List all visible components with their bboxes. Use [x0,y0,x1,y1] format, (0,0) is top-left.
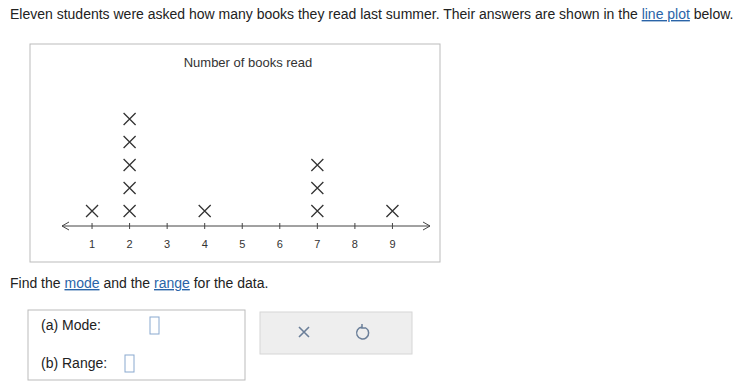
canvas: Eleven students were asked how many book… [0,0,754,391]
x-tick [204,223,205,229]
chart-title: Number of books read [184,55,313,70]
link-word[interactable]: mode [64,275,99,291]
axis-arrow [423,222,430,230]
intro-text: Eleven students were asked how many book… [10,6,733,22]
x-mark [124,159,136,171]
answer-input[interactable] [150,317,159,334]
marks [86,113,398,217]
x-mark [124,136,136,148]
text-part: and the [100,275,155,291]
x-tick [392,223,393,229]
x-tick-label: 8 [352,238,358,250]
x-tick [317,223,318,229]
x-tick-label: 4 [202,238,208,250]
x-tick-label: 3 [164,238,170,250]
x-mark [124,205,136,217]
x-tick-label: 9 [389,238,395,250]
x-tick-label: 5 [239,238,245,250]
x-mark [86,205,98,217]
clear-button[interactable] [299,327,309,337]
chart-frame [30,44,440,262]
answer-label: (a) Mode: [41,317,101,333]
x-tick [242,223,243,229]
text-part: for the data. [190,275,269,291]
task-text: Find the mode and the range for the data… [10,275,268,291]
undo-button[interactable] [357,324,369,339]
x-mark [311,182,323,194]
axis-arrow [62,222,69,230]
x-tick [129,223,130,229]
page: Eleven students were asked how many book… [0,0,754,391]
x-tick [279,223,280,229]
x-tick-label: 7 [314,238,320,250]
text-part: below. [690,6,734,22]
x-tick-label: 1 [89,238,95,250]
answer-label: (b) Range: [41,355,107,371]
x-tick-label: 6 [277,238,283,250]
text-part: Eleven students were asked how many book… [10,6,642,22]
x-mark [311,159,323,171]
x-tick [354,223,355,229]
x-tick-label: 2 [127,238,133,250]
x-mark [386,205,398,217]
x-mark [124,113,136,125]
x-tick [167,223,168,229]
x-mark [124,182,136,194]
x-tick [92,223,93,229]
answer-panel [28,310,245,380]
answer-input[interactable] [125,355,134,372]
text-part: Find the [10,275,64,291]
x-mark [199,205,211,217]
button-tray [260,312,412,354]
x-axis [62,226,430,227]
x-mark [311,205,323,217]
link-word[interactable]: range [154,275,190,291]
link-word[interactable]: line plot [642,6,690,22]
